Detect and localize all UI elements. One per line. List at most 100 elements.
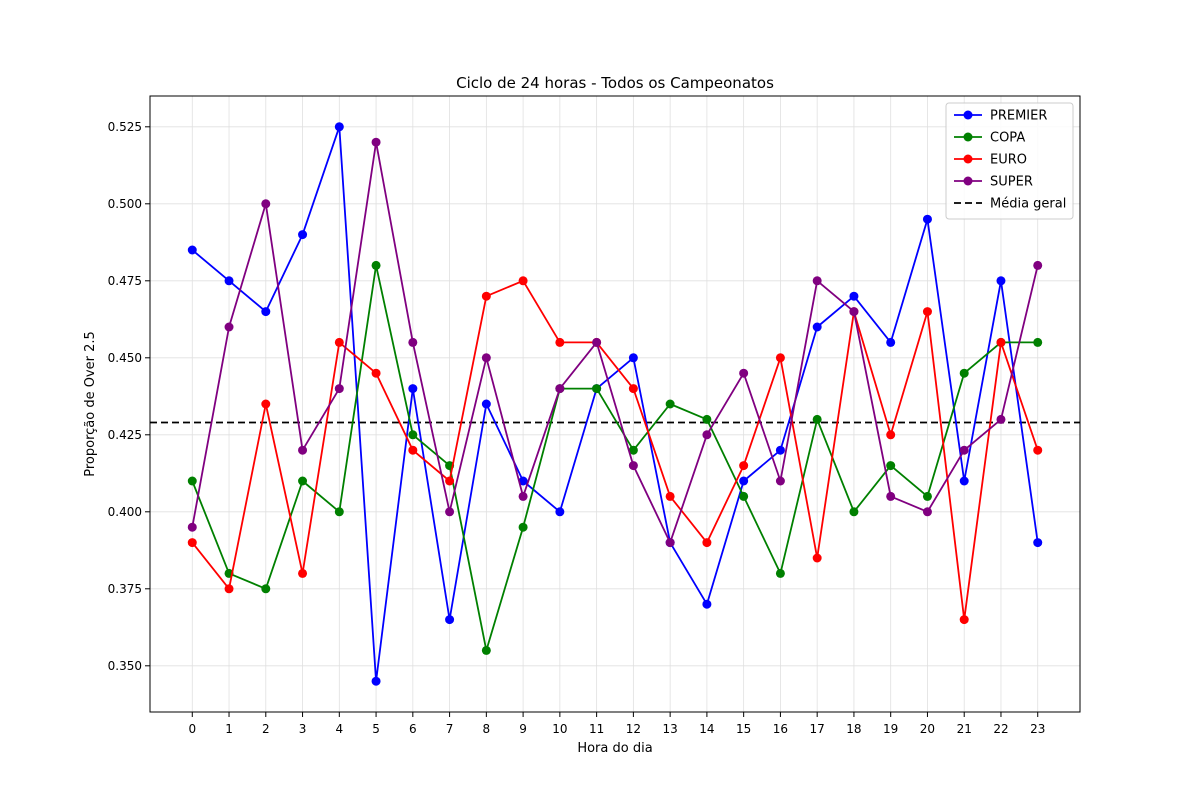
data-point [481, 291, 491, 301]
data-point [775, 568, 785, 578]
data-point [334, 337, 344, 347]
x-tick-label: 1 [225, 722, 233, 736]
legend-box [945, 102, 1074, 220]
data-point [1033, 445, 1043, 455]
series-line-copa [191, 264, 1038, 652]
x-tick-label: 8 [483, 722, 491, 736]
data-point [996, 276, 1006, 286]
series-euro [187, 276, 1043, 625]
data-point [371, 368, 381, 378]
legend-swatch-marker [963, 110, 973, 120]
legend: PREMIER COPA EURO SUPER Média geral [945, 102, 1074, 220]
data-point [261, 199, 271, 209]
data-point [886, 337, 896, 347]
data-point [702, 538, 712, 548]
x-tick-label: 7 [446, 722, 454, 736]
x-tick-label: 9 [519, 722, 527, 736]
data-point [812, 414, 822, 424]
x-tick-label: 13 [662, 722, 677, 736]
data-point [628, 445, 638, 455]
series-super [187, 137, 1043, 548]
legend-label: SUPER [990, 175, 1033, 190]
x-tick-label: 21 [957, 722, 972, 736]
data-point [739, 461, 749, 471]
data-point [187, 538, 197, 548]
data-point [775, 353, 785, 363]
y-tick-label: 0.400 [108, 505, 142, 519]
legend-swatch-marker [963, 176, 973, 186]
plot-frame [149, 95, 1081, 713]
y-tick-label: 0.450 [108, 351, 142, 365]
data-point [665, 538, 675, 548]
x-tick-label: 0 [188, 722, 196, 736]
data-point [481, 645, 491, 655]
data-point [996, 337, 1006, 347]
x-tick-label: 11 [589, 722, 604, 736]
data-point [812, 276, 822, 286]
x-tick-label: 2 [262, 722, 270, 736]
chart-title: Ciclo de 24 horas - Todos os Campeonatos [456, 74, 774, 92]
y-axis-label: Proporção de Over 2.5 [83, 331, 98, 477]
data-point [959, 445, 969, 455]
data-point [555, 337, 565, 347]
data-point [187, 522, 197, 532]
data-point [628, 384, 638, 394]
data-point [702, 414, 712, 424]
data-point [334, 122, 344, 132]
data-point [555, 507, 565, 517]
data-point [334, 384, 344, 394]
x-axis-label: Hora do dia [577, 741, 652, 756]
x-tick-label: 12 [626, 722, 641, 736]
x-tick-label: 22 [993, 722, 1008, 736]
data-point [702, 430, 712, 440]
data-point [408, 337, 418, 347]
data-point [739, 491, 749, 501]
data-point [298, 568, 308, 578]
legend-label: COPA [990, 131, 1025, 146]
data-point [445, 507, 455, 517]
data-point [481, 353, 491, 363]
data-point [481, 399, 491, 409]
data-point [334, 507, 344, 517]
data-point [1033, 337, 1043, 347]
data-point [922, 214, 932, 224]
series-group [187, 122, 1043, 686]
data-point [739, 476, 749, 486]
data-point [518, 522, 528, 532]
data-point [224, 276, 234, 286]
x-tick-label: 5 [372, 722, 380, 736]
y-tick-label: 0.375 [108, 582, 142, 596]
data-point [849, 291, 859, 301]
data-point [298, 230, 308, 240]
data-point [371, 260, 381, 270]
series-copa [187, 260, 1043, 655]
data-point [408, 430, 418, 440]
legend-swatch-marker [963, 132, 973, 142]
y-tick-label: 0.525 [108, 120, 142, 134]
data-point [298, 445, 308, 455]
data-point [1033, 260, 1043, 270]
x-tick-label: 19 [883, 722, 898, 736]
x-tick-label: 17 [810, 722, 825, 736]
y-axis: 0.350 0.375 0.400 0.425 0.450 0.475 0.500 0.525 [108, 120, 150, 673]
legend-label: PREMIER [990, 109, 1047, 124]
data-point [1033, 538, 1043, 548]
x-tick-label: 23 [1030, 722, 1045, 736]
x-tick-label: 14 [699, 722, 714, 736]
data-point [628, 461, 638, 471]
x-tick-label: 4 [335, 722, 343, 736]
x-tick-label: 20 [920, 722, 935, 736]
data-point [187, 245, 197, 255]
series-line-super [191, 141, 1039, 544]
series-line-premier [191, 125, 1039, 683]
data-point [959, 368, 969, 378]
data-point [408, 445, 418, 455]
data-point [665, 491, 675, 501]
data-point [592, 384, 602, 394]
data-point [298, 476, 308, 486]
x-axis: 0 1 2 3 4 5 6 7 8 9 10 11 12 13 14 15 16 17 18 19 20 21 22 23 [188, 712, 1045, 736]
data-point [959, 615, 969, 625]
data-point [187, 476, 197, 486]
data-point [812, 322, 822, 332]
